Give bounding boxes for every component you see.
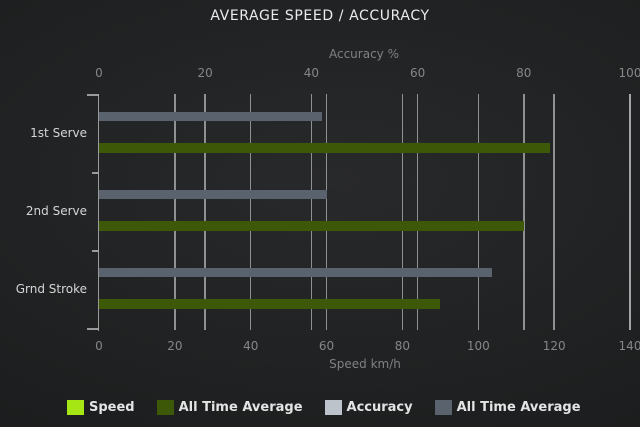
bottom-axis-grid-line	[174, 94, 176, 330]
legend-label: All Time Average	[456, 400, 581, 415]
legend-label: Accuracy	[346, 400, 413, 415]
legend-swatch	[156, 400, 174, 415]
legend-swatch	[67, 400, 84, 415]
bottom-axis-grid-line	[401, 94, 404, 330]
y-axis-spine	[97, 94, 99, 331]
bar-all-time-average-1st-serve	[99, 143, 551, 153]
legend-item: Speed	[67, 400, 135, 415]
bottom-axis-grid-line	[553, 94, 555, 330]
top-axis-tick-label: 60	[409, 66, 426, 80]
bottom-axis-tick-label: 140	[618, 339, 640, 353]
bottom-axis-tick-label: 40	[243, 339, 259, 353]
bar-all-time-average-grnd-stroke	[99, 268, 492, 277]
bottom-axis-grid-line	[477, 94, 480, 330]
top-axis-grid-line	[310, 94, 313, 330]
top-axis-grid-line	[204, 94, 206, 330]
bottom-axis-grid-line	[629, 94, 631, 330]
category-boundary-tick	[92, 250, 99, 252]
chart-title: AVERAGE SPEED / ACCURACY	[210, 8, 430, 24]
category-label: 1st Serve	[30, 126, 87, 140]
bottom-axis-tick-label: 0	[95, 339, 103, 353]
bar-all-time-average-2nd-serve	[99, 221, 524, 231]
legend-swatch	[434, 400, 452, 415]
bar-all-time-average-grnd-stroke	[99, 299, 441, 309]
bottom-axis-tick-label: 100	[466, 339, 490, 353]
top-axis-grid-line	[416, 94, 419, 330]
bottom-axis-label: Speed km/h	[329, 357, 401, 371]
top-axis-tick-label: 40	[303, 66, 320, 80]
top-axis-tick-label: 100	[618, 66, 640, 80]
axis-bracket-bottom	[87, 328, 99, 330]
top-axis-tick-label: 0	[95, 66, 103, 80]
category-boundary-tick	[92, 172, 99, 174]
top-axis-tick-label: 80	[516, 66, 532, 80]
legend-item: All Time Average	[156, 400, 303, 415]
bottom-axis-grid-line	[325, 94, 328, 330]
category-label: Grnd Stroke	[15, 282, 87, 296]
legend-label: All Time Average	[178, 400, 303, 415]
bottom-axis-grid-line	[249, 94, 252, 330]
legend-item: All Time Average	[434, 400, 581, 415]
legend-label: Speed	[89, 400, 135, 415]
bar-all-time-average-1st-serve	[99, 112, 323, 121]
bottom-axis-tick-label: 120	[542, 339, 566, 353]
legend-item: Accuracy	[324, 400, 413, 415]
legend-swatch	[324, 400, 342, 415]
bar-all-time-average-2nd-serve	[99, 190, 328, 199]
category-label: 2nd Serve	[25, 204, 87, 218]
top-axis-tick-label: 20	[197, 66, 213, 80]
bottom-axis-tick-label: 20	[167, 339, 183, 353]
top-axis-grid-line	[523, 94, 525, 330]
top-axis-label: Accuracy %	[328, 47, 400, 61]
bottom-axis-tick-label: 60	[318, 339, 335, 353]
bottom-axis-tick-label: 80	[394, 339, 411, 353]
axis-bracket-top	[87, 94, 99, 96]
legend: Speed All Time Average Accuracy All Time Av…	[67, 400, 603, 415]
